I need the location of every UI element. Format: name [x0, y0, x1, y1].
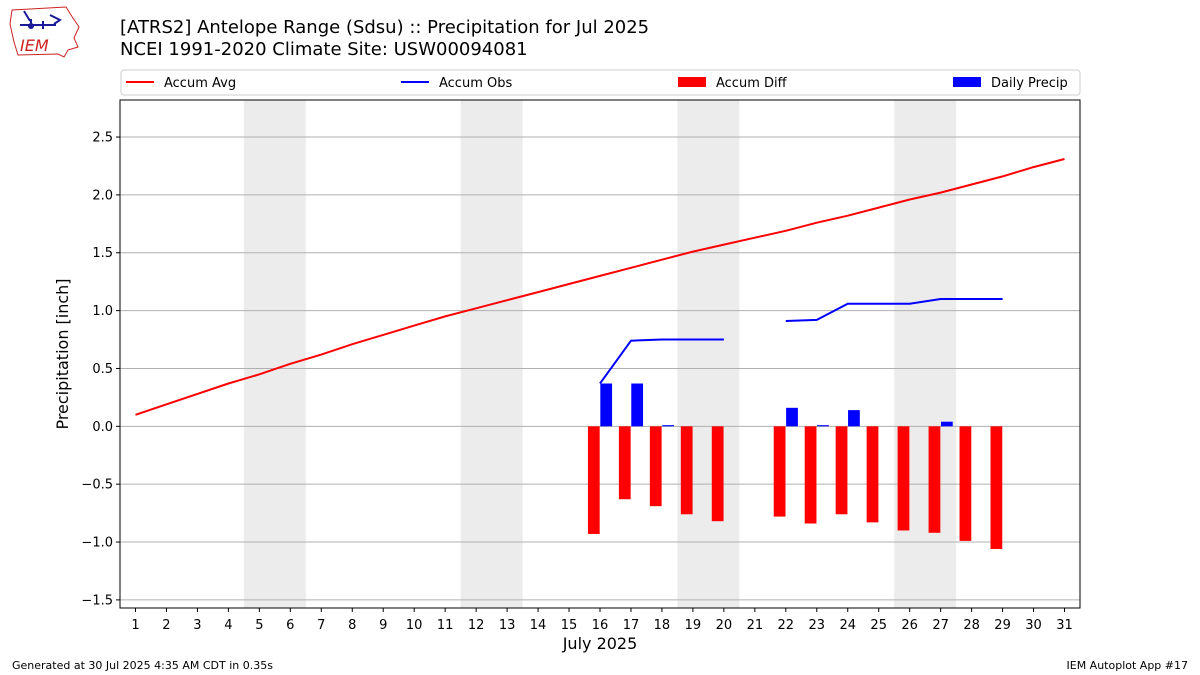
x-axis-label: July 2025 [562, 634, 638, 653]
x-tick-label: 26 [901, 618, 918, 633]
x-tick-label: 12 [468, 618, 485, 633]
accum-diff-bar [835, 426, 848, 515]
y-tick-label: 1.0 [92, 304, 113, 319]
y-tick-label: 0.5 [92, 362, 113, 377]
x-tick-label: 1 [131, 618, 139, 633]
generated-timestamp: Generated at 30 Jul 2025 4:35 AM CDT in … [12, 659, 273, 672]
accum-diff-bar [804, 426, 817, 524]
logo: IEM [9, 6, 80, 58]
x-tick-label: 6 [286, 618, 294, 633]
daily-precip-bar [631, 383, 644, 427]
x-tick-label: 20 [716, 618, 733, 633]
legend-label-accum-avg: Accum Avg [164, 76, 236, 91]
accum-diff-bar [680, 426, 693, 515]
app-credit: IEM Autoplot App #17 [1066, 659, 1189, 672]
daily-precip-bar [940, 421, 953, 427]
y-tick-label: −0.5 [81, 478, 113, 493]
accum-obs-line [599, 298, 1003, 385]
accum-avg-line [135, 158, 1065, 416]
logo-text: IEM [20, 36, 49, 55]
x-tick-label: 25 [870, 618, 887, 633]
accum-diff-bar [649, 426, 662, 507]
accum-diff-bar [711, 426, 724, 522]
x-tick-label: 30 [1025, 618, 1042, 633]
x-tick-label: 7 [317, 618, 325, 633]
legend-swatch-accum-diff [678, 77, 706, 87]
legend-label-daily-precip: Daily Precip [991, 76, 1068, 91]
x-tick-label: 5 [255, 618, 263, 633]
daily-precip-bar [786, 407, 798, 427]
y-axis-label: Precipitation [inch] [53, 278, 72, 429]
x-tick-label: 16 [592, 618, 609, 633]
x-tick-label: 8 [348, 618, 356, 633]
daily-precip-bar [817, 425, 829, 427]
x-tick-label: 11 [437, 618, 454, 633]
weekend-shading [894, 100, 957, 608]
x-tick-label: 18 [654, 618, 671, 633]
x-tick-label: 19 [685, 618, 702, 633]
chart-title: [ATRS2] Antelope Range (Sdsu) :: Precipi… [120, 17, 650, 38]
accum-diff-bar [866, 426, 879, 523]
x-tick-label: 14 [530, 618, 547, 633]
x-tick-label: 24 [839, 618, 856, 633]
x-tick-label: 13 [499, 618, 516, 633]
chart-subtitle: NCEI 1991-2020 Climate Site: USW00094081 [120, 39, 528, 60]
daily-precip-bar [848, 410, 860, 427]
x-tick-label: 9 [379, 618, 387, 633]
y-tick-label: −1.0 [81, 536, 113, 551]
legend-swatch-daily-precip [953, 77, 981, 87]
x-tick-label: 10 [406, 618, 423, 633]
accum-diff-bar [587, 426, 600, 534]
x-tick-label: 27 [932, 618, 949, 633]
legend: Accum Avg Accum Obs Accum Diff Daily Precip [120, 69, 1081, 96]
accum-diff-bar [990, 426, 1003, 549]
x-tick-label: 21 [747, 618, 764, 633]
legend-frame [120, 69, 1081, 96]
accum-diff-bar [928, 426, 941, 533]
iowa-state-outline [9, 6, 80, 58]
instrument-dot [28, 23, 34, 29]
daily-precip-bar [600, 383, 613, 427]
weather-instrument-icon [20, 10, 62, 29]
legend-label-accum-obs: Accum Obs [439, 76, 512, 91]
accum-diff-bar [897, 426, 910, 531]
x-tick-label: 28 [963, 618, 980, 633]
accum-diff-bar [773, 426, 786, 517]
x-tick-label: 3 [193, 618, 201, 633]
weekend-shading [243, 100, 306, 608]
accum-diff-bar [959, 426, 972, 541]
accum-diff-bar [618, 426, 631, 500]
x-tick-label: 4 [224, 618, 232, 633]
x-tick-label: 29 [994, 618, 1011, 633]
axes: −1.5−1.0−0.50.00.51.01.52.02.51 2 3 4 5 6 7 8 9 1… [53, 69, 1081, 653]
y-tick-label: 2.5 [92, 131, 113, 146]
legend-label-accum-diff: Accum Diff [716, 76, 788, 91]
x-tick-label: 17 [623, 618, 640, 633]
x-tick-label: 15 [561, 618, 578, 633]
x-tick-label: 23 [809, 618, 826, 633]
x-tick-label: 31 [1056, 618, 1073, 633]
daily-precip-bar [662, 425, 675, 427]
weekend-shading [460, 100, 523, 608]
x-tick-label: 2 [162, 618, 170, 633]
weekend-shading [677, 100, 740, 608]
plot-frame [119, 99, 1081, 609]
x-tick-label: 22 [778, 618, 795, 633]
y-tick-label: 2.0 [92, 188, 113, 203]
y-tick-label: −1.5 [81, 593, 113, 608]
y-tick-label: 0.0 [92, 420, 113, 435]
y-tick-label: 1.5 [92, 246, 113, 261]
